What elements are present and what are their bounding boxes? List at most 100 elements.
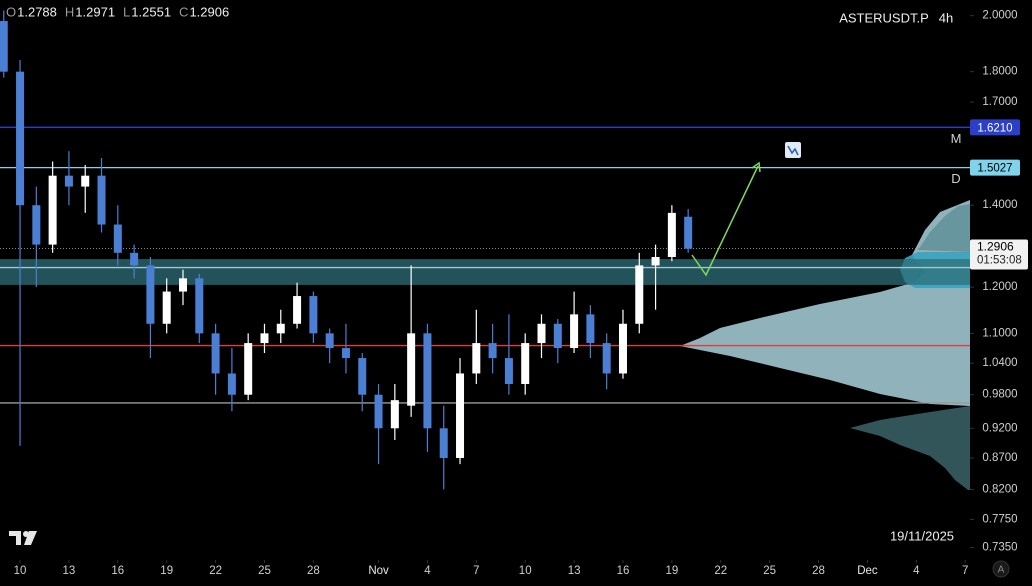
ohlc-key: C: [179, 4, 188, 19]
candle-body: [48, 175, 57, 245]
candle-body: [521, 343, 530, 384]
candle-body: [341, 348, 350, 359]
ohlc-key: H: [65, 4, 74, 19]
candle-body: [684, 216, 693, 249]
logo-part: [9, 531, 21, 545]
candle-body: [504, 358, 513, 384]
candle-body: [325, 333, 334, 349]
x-tick-label: 10: [14, 565, 27, 577]
candle-body: [439, 428, 448, 458]
candle-body: [64, 175, 73, 187]
candle-body: [618, 323, 627, 374]
candle-body: [635, 265, 644, 324]
candle-body: [472, 343, 481, 374]
candle-body: [260, 333, 269, 344]
profile-value-area: [680, 200, 970, 406]
candle-body: [602, 343, 611, 374]
x-tick-label: 16: [111, 565, 124, 577]
candle-body: [130, 252, 139, 266]
price-countdown: 01:53:08: [977, 254, 1022, 266]
y-tick-label: 0.9200: [982, 422, 1017, 434]
level-letter: M: [951, 131, 962, 146]
auto-scale-button[interactable]: [992, 560, 1010, 578]
candle-body: [586, 314, 595, 344]
interval: 4h: [939, 10, 953, 25]
x-tick-label: 13: [568, 565, 581, 577]
candle-body: [651, 256, 660, 266]
candle-body: [553, 323, 562, 349]
y-tick-label: 1.0400: [982, 357, 1017, 369]
y-tick-label: 1.4000: [982, 199, 1017, 211]
date-label: 19/11/2025: [890, 528, 954, 543]
level-letter: D: [951, 171, 960, 186]
supply-demand-zone: [0, 259, 970, 285]
level-tag: [970, 119, 1020, 136]
ohlc-header: O 1.2788 H 1.2971 L 1.2551 C 1.2906: [6, 4, 229, 19]
x-tick-label: 28: [812, 565, 825, 577]
candle-body: [456, 373, 465, 458]
auto-scale-label[interactable]: A: [998, 565, 1005, 576]
ohlc-value: 1.2906: [189, 4, 229, 19]
y-tick-label: 1.2000: [982, 281, 1017, 293]
candle-body: [537, 323, 546, 344]
y-tick-label: 0.9800: [982, 389, 1017, 401]
profile-lower: [850, 406, 970, 490]
y-tick-label: 2.0000: [982, 10, 1017, 22]
candle-body: [570, 314, 579, 349]
icon-glyph: [787, 145, 799, 156]
logo-part: [24, 531, 37, 545]
candle-body: [32, 205, 41, 245]
x-tick-label: 16: [617, 565, 630, 577]
x-tick-label: 13: [63, 565, 76, 577]
x-tick-label: Nov: [368, 565, 389, 577]
candles: [0, 10, 693, 490]
candle-body: [16, 71, 25, 206]
candle-body: [162, 291, 171, 324]
x-tick-label: 10: [519, 565, 532, 577]
x-tick-label: 19: [160, 565, 173, 577]
y-tick-label: 0.7750: [982, 513, 1017, 525]
x-tick-label: 19: [665, 565, 678, 577]
projection-arrow: [691, 165, 759, 277]
candle-body: [178, 278, 187, 292]
y-tick-label: 1.1000: [982, 327, 1017, 339]
candle-body: [390, 400, 399, 429]
candle-body: [423, 333, 432, 429]
candle-body: [211, 333, 220, 374]
x-tick-label: 22: [714, 565, 727, 577]
ohlc-key: O: [6, 4, 16, 19]
candle-body: [293, 296, 302, 324]
ohlc-value: 1.2551: [131, 4, 171, 19]
candle-body: [113, 224, 122, 253]
x-tick-label: 4: [913, 565, 920, 577]
candle-body: [276, 323, 285, 334]
y-tick-label: 0.7350: [982, 542, 1017, 554]
pattern-icon: [785, 142, 801, 158]
y-tick-label: 0.8200: [982, 483, 1017, 495]
y-tick-label: 1.7000: [982, 96, 1017, 108]
candle-body: [97, 175, 106, 225]
ohlc-value: 1.2788: [17, 4, 57, 19]
candle-body: [667, 212, 676, 257]
candle-body: [227, 373, 236, 395]
x-tick-label: 7: [473, 565, 479, 577]
candle-body: [0, 21, 8, 72]
profile-upper: [918, 204, 970, 252]
candle-body: [407, 333, 416, 406]
level-tag-label: 1.6210: [977, 122, 1012, 134]
x-tick-label: 7: [962, 565, 968, 577]
y-tick-label: 0.8700: [982, 452, 1017, 464]
x-tick-label: 28: [307, 565, 320, 577]
candle-body: [81, 175, 90, 187]
candle-body: [146, 265, 155, 324]
symbol: ASTERUSDT.P: [839, 10, 929, 25]
candle-body: [244, 343, 253, 395]
icon-box: [785, 142, 801, 158]
grid-layer: 2.0000 1.8000 1.7000 1.4000 1.2000 1.1000 1.04…: [0, 10, 1028, 577]
candle-body: [488, 343, 497, 359]
y-tick-label: 1.8000: [982, 66, 1017, 78]
candle-body: [309, 296, 318, 334]
